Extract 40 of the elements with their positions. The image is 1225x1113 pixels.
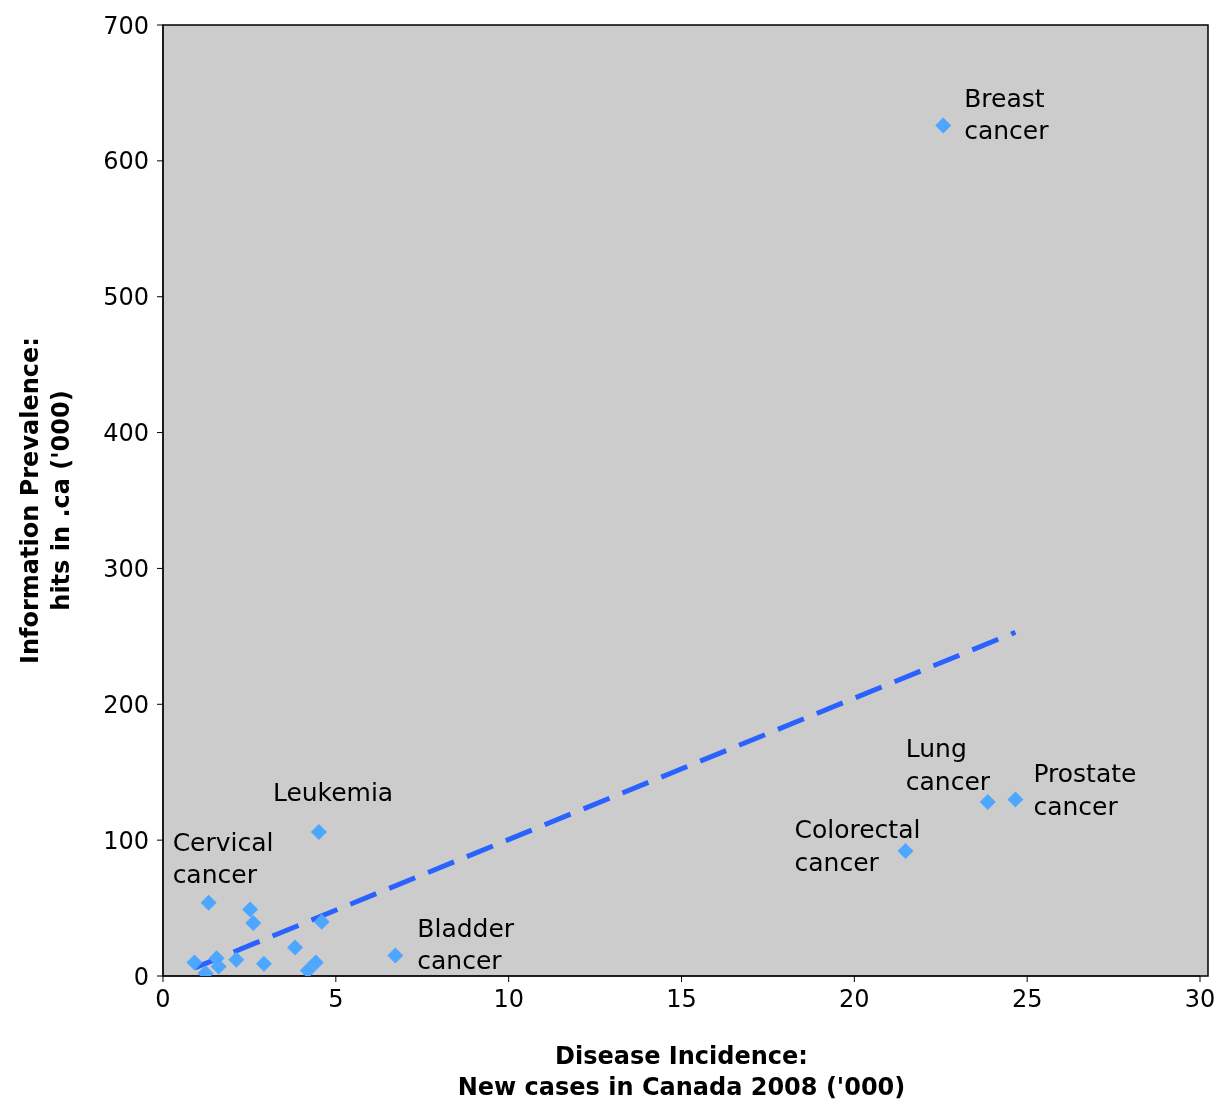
point bbox=[1007, 791, 1024, 808]
annotation: Bladder cancer bbox=[417, 913, 515, 976]
annotation: Breast cancer bbox=[964, 83, 1050, 146]
x-tick-label: 5 bbox=[328, 985, 344, 1014]
point bbox=[897, 843, 914, 860]
y-tick-label: 600 bbox=[103, 147, 149, 176]
point bbox=[979, 794, 996, 811]
annotation: Colorectal cancer bbox=[794, 815, 921, 877]
y-tick-label: 500 bbox=[103, 283, 149, 312]
point bbox=[242, 901, 259, 918]
y-axis-title: Information Prevalence: hits in .ca ('000) bbox=[16, 337, 76, 664]
x-tick-label: 10 bbox=[493, 985, 524, 1014]
point bbox=[228, 951, 245, 968]
annotation: Lung cancer bbox=[905, 734, 991, 796]
point bbox=[935, 117, 952, 134]
x-tick-label: 30 bbox=[1184, 985, 1216, 1014]
y-tick-label: 100 bbox=[103, 826, 149, 855]
y-tick-label: 700 bbox=[103, 11, 149, 40]
point bbox=[287, 939, 304, 956]
point bbox=[299, 962, 316, 976]
y-tick-label: 300 bbox=[103, 554, 149, 583]
point bbox=[200, 894, 217, 911]
x-tick-label: 20 bbox=[839, 985, 870, 1014]
point bbox=[186, 954, 203, 971]
y-tick-label: 200 bbox=[103, 690, 149, 719]
point bbox=[255, 955, 272, 972]
x-tick-label: 15 bbox=[666, 985, 697, 1014]
annotation: Cervical cancer bbox=[172, 827, 274, 890]
annotation: Leukemia bbox=[272, 777, 394, 807]
y-tick-label: 0 bbox=[133, 962, 149, 991]
point bbox=[387, 947, 404, 964]
y-tick-label: 400 bbox=[103, 419, 149, 448]
point bbox=[245, 915, 262, 932]
point bbox=[313, 913, 330, 930]
point bbox=[307, 954, 324, 971]
x-tick-label: 25 bbox=[1011, 985, 1043, 1014]
x-tick-label: 0 bbox=[155, 985, 171, 1014]
annotation: Prostate cancer bbox=[1033, 759, 1137, 821]
point bbox=[310, 823, 327, 840]
x-axis-title: Disease Incidence: New cases in Canada 2008 ('000) bbox=[457, 1042, 906, 1102]
